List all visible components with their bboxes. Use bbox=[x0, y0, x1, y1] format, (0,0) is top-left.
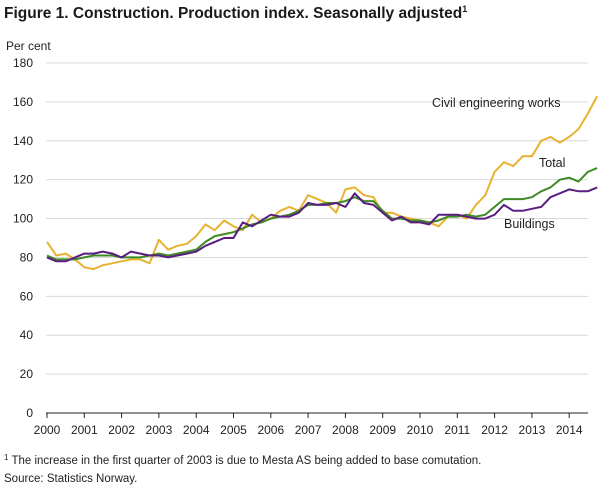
x-tick-label: 2003 bbox=[146, 423, 173, 437]
x-tick-label: 2005 bbox=[220, 423, 247, 437]
y-tick-label: 40 bbox=[20, 328, 34, 342]
footnote-marker: 1 bbox=[4, 453, 9, 462]
y-tick-label: 100 bbox=[13, 212, 33, 226]
x-tick-label: 2007 bbox=[295, 423, 322, 437]
y-tick-label: 0 bbox=[26, 406, 33, 420]
annotation-buildings: Buildings bbox=[504, 217, 555, 231]
x-tick-label: 2009 bbox=[369, 423, 396, 437]
x-tick-label: 2006 bbox=[257, 423, 284, 437]
x-tick-label: 2004 bbox=[183, 423, 210, 437]
buildings-line bbox=[46, 186, 598, 263]
chart-title-text: Figure 1. Construction. Production index… bbox=[4, 5, 463, 22]
x-tick-label: 2014 bbox=[556, 423, 583, 437]
y-tick-label: 180 bbox=[13, 56, 33, 70]
y-tick-label: 160 bbox=[13, 95, 33, 109]
y-tick-label: 80 bbox=[20, 250, 34, 264]
series-lines bbox=[46, 95, 599, 271]
x-tick-label: 2013 bbox=[519, 423, 546, 437]
x-tick-label: 2011 bbox=[444, 423, 470, 437]
x-tick-label: 2010 bbox=[407, 423, 434, 437]
x-tick-label: 2000 bbox=[34, 423, 61, 437]
y-tick-label: 60 bbox=[20, 289, 34, 303]
chart-title: Figure 1. Construction. Production index… bbox=[4, 4, 467, 23]
y-tick-label: 140 bbox=[13, 134, 33, 148]
title-footnote-marker: 1 bbox=[462, 4, 468, 14]
x-tick-label: 2001 bbox=[71, 423, 98, 437]
x-tick-label: 2012 bbox=[481, 423, 508, 437]
footnote-text: The increase in the first quarter of 200… bbox=[8, 455, 482, 467]
y-tick-label: 120 bbox=[13, 173, 33, 187]
y-tick-label: 20 bbox=[20, 367, 34, 381]
annotation-total: Total bbox=[539, 156, 565, 170]
y-axis-ticks: 0 20 40 60 80 100 120 140 160 180 bbox=[13, 56, 33, 420]
source-note: Source: Statistics Norway. bbox=[4, 473, 138, 485]
annotation-civil-engineering-works: Civil engineering works bbox=[432, 96, 561, 110]
total-line bbox=[46, 167, 598, 261]
x-tick-label: 2002 bbox=[108, 423, 135, 437]
x-tick-label: 2008 bbox=[332, 423, 359, 437]
y-axis-label: Per cent bbox=[6, 39, 51, 53]
footnote: 1 The increase in the first quarter of 2… bbox=[4, 453, 481, 467]
x-axis-ticks: 2000 2001 2002 2003 2004 2005 2006 2007 2008 2009… bbox=[34, 413, 583, 437]
civil-engineering-works-line bbox=[46, 95, 599, 271]
